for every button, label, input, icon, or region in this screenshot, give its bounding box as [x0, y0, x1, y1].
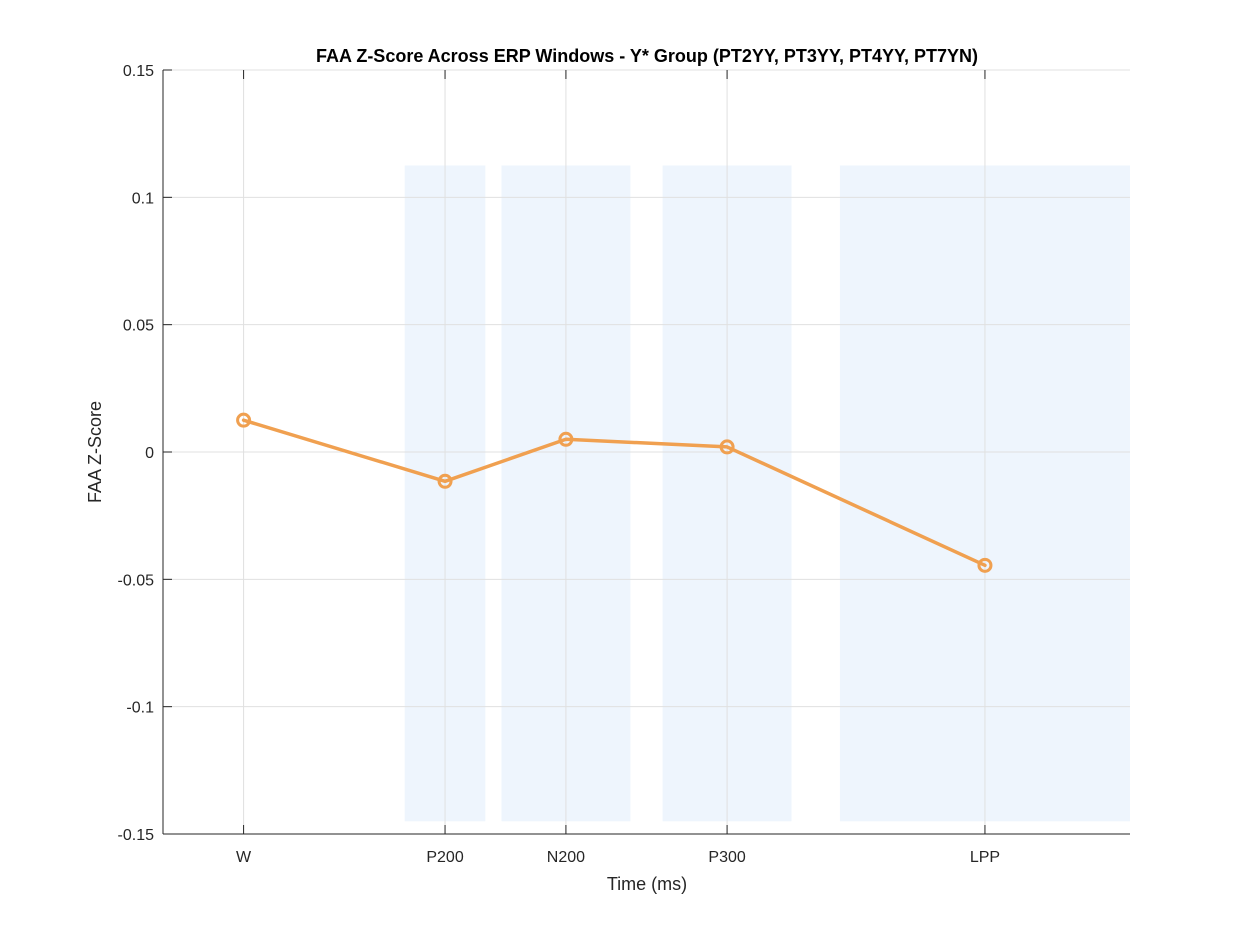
- y-ticks: 0.15 0.1 0.05 0 -0.05 -0.1 -0.15: [118, 63, 172, 844]
- x-tick-label: P200: [426, 849, 463, 866]
- chart-title: FAA Z-Score Across ERP Windows - Y* Grou…: [316, 46, 978, 66]
- x-tick-label: P300: [708, 849, 745, 866]
- x-axis-label: Time (ms): [607, 874, 687, 894]
- x-tick-label: W: [236, 849, 252, 866]
- data-point: [977, 557, 993, 573]
- y-tick-label: 0.15: [123, 63, 154, 80]
- y-tick-label: -0.15: [118, 827, 155, 844]
- x-tick-label: N200: [547, 849, 585, 866]
- data-point: [437, 473, 453, 489]
- y-axis-label: FAA Z-Score: [85, 401, 105, 503]
- y-tick-label: 0.05: [123, 318, 154, 335]
- data-point: [719, 439, 735, 455]
- grid: [163, 69, 1130, 835]
- y-tick-label: 0: [145, 445, 154, 462]
- data-point: [236, 412, 252, 428]
- x-ticks: W P200 N200 P300 LPP: [236, 70, 1000, 866]
- series: [236, 412, 993, 573]
- y-tick-label: -0.05: [118, 572, 155, 589]
- series-line-0: [241, 418, 987, 568]
- shaded-windows: [404, 165, 1130, 822]
- y-tick-label: 0.1: [132, 190, 154, 207]
- y-tick-label: -0.1: [126, 700, 154, 717]
- data-point: [558, 431, 574, 447]
- x-tick-label: LPP: [970, 849, 1000, 866]
